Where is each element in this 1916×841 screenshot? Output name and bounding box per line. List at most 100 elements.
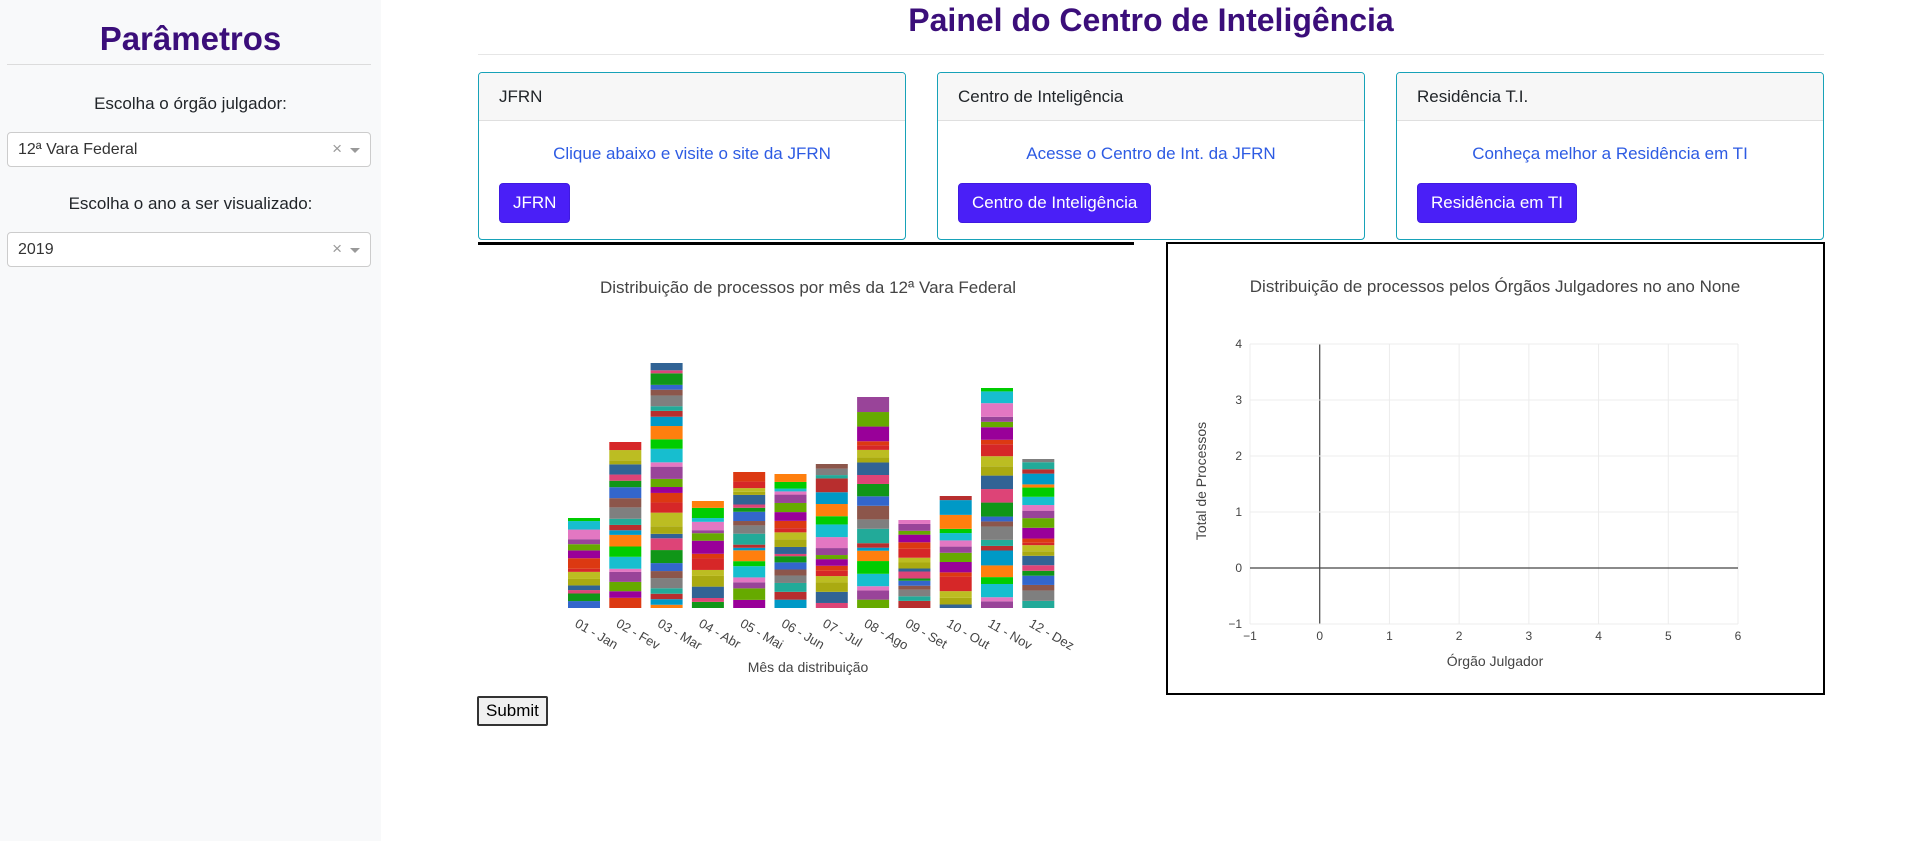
bar-segment[interactable]	[691, 507, 724, 519]
bar-segment[interactable]	[733, 566, 766, 578]
bar-segment[interactable]	[898, 589, 931, 597]
submit-button[interactable]: Submit	[477, 696, 548, 726]
bar-segment[interactable]	[568, 601, 600, 608]
bar-segment[interactable]	[650, 593, 683, 600]
bar-segment[interactable]	[609, 597, 642, 608]
bar-segment[interactable]	[815, 504, 848, 517]
card-link-text[interactable]: Acesse o Centro de Int. da JFRN	[1026, 144, 1276, 163]
bar-segment[interactable]	[857, 561, 890, 574]
bar-segment[interactable]	[733, 504, 766, 508]
bar-segment[interactable]	[898, 548, 931, 558]
bar-segment[interactable]	[939, 576, 972, 592]
bar-segment[interactable]	[857, 462, 890, 475]
bar-segment[interactable]	[568, 518, 600, 522]
bar-segment[interactable]	[981, 516, 1013, 522]
bar-segment[interactable]	[609, 571, 642, 582]
bar-segment[interactable]	[733, 561, 766, 567]
bar-segment[interactable]	[650, 384, 683, 390]
bar-segment[interactable]	[898, 568, 931, 572]
bar-segment[interactable]	[650, 571, 683, 579]
bar-segment[interactable]	[774, 582, 807, 592]
bar-segment[interactable]	[568, 544, 600, 551]
bar-segment[interactable]	[1022, 584, 1055, 591]
bar-segment[interactable]	[939, 514, 972, 529]
card-link-text[interactable]: Conheça melhor a Residência em TI	[1472, 144, 1748, 163]
bar-segment[interactable]	[691, 598, 724, 602]
bar-segment[interactable]	[650, 588, 683, 594]
bar-segment[interactable]	[568, 539, 600, 545]
bar-segment[interactable]	[857, 483, 890, 497]
bar-segment[interactable]	[568, 568, 600, 572]
bar-segment[interactable]	[691, 533, 724, 541]
bar-segment[interactable]	[898, 534, 931, 543]
ano-select[interactable]: 2019 ×	[7, 232, 371, 267]
bar-segment[interactable]	[650, 550, 683, 564]
bar-segment[interactable]	[609, 591, 642, 598]
bar-segment[interactable]	[774, 520, 807, 529]
bar-segment[interactable]	[857, 505, 890, 520]
bar-segment[interactable]	[981, 550, 1013, 566]
bar-segment[interactable]	[857, 573, 890, 587]
bar-segment[interactable]	[650, 578, 683, 589]
bar-segment[interactable]	[609, 568, 642, 572]
bar-segment[interactable]	[568, 550, 600, 559]
bar-segment[interactable]	[939, 561, 972, 573]
bar-segment[interactable]	[774, 553, 807, 557]
bar-segment[interactable]	[774, 512, 807, 521]
bar-segment[interactable]	[733, 544, 766, 548]
bar-segment[interactable]	[857, 528, 890, 544]
bar-segment[interactable]	[609, 534, 642, 547]
bar-segment[interactable]	[1022, 505, 1055, 511]
bar-segment[interactable]	[815, 468, 848, 476]
bar-segment[interactable]	[857, 519, 890, 529]
bar-segment[interactable]	[815, 565, 848, 571]
bar-segment[interactable]	[568, 578, 600, 586]
bar-segment[interactable]	[691, 586, 724, 599]
bar-segment[interactable]	[981, 601, 1013, 608]
bar-segment[interactable]	[815, 559, 848, 566]
bar-segment[interactable]	[733, 550, 766, 562]
bar-segment[interactable]	[857, 550, 890, 562]
bar-segment[interactable]	[609, 556, 642, 569]
bar-segment[interactable]	[857, 441, 890, 446]
bar-segment[interactable]	[1022, 518, 1055, 528]
bar-segment[interactable]	[939, 540, 972, 547]
bar-segment[interactable]	[568, 590, 600, 594]
bar-segment[interactable]	[691, 575, 724, 587]
bar-segment[interactable]	[774, 591, 807, 600]
bar-segment[interactable]	[857, 586, 890, 591]
bar-segment[interactable]	[898, 530, 931, 535]
bar-segment[interactable]	[568, 558, 600, 569]
bar-segment[interactable]	[609, 474, 642, 481]
bar-segment[interactable]	[981, 391, 1013, 404]
bar-segment[interactable]	[774, 502, 807, 513]
bar-segment[interactable]	[981, 597, 1013, 602]
bar-segment[interactable]	[815, 524, 848, 538]
card-link-text[interactable]: Clique abaixo e visite o site da JFRN	[553, 144, 831, 163]
bar-segment[interactable]	[691, 569, 724, 576]
bar-segment[interactable]	[939, 528, 972, 534]
bar-segment[interactable]	[733, 491, 766, 495]
bar-segment[interactable]	[815, 591, 848, 603]
bar-segment[interactable]	[1022, 484, 1055, 488]
bar-segment[interactable]	[981, 489, 1013, 503]
bar-segment[interactable]	[568, 529, 600, 540]
bar-segment[interactable]	[650, 512, 683, 527]
bar-segment[interactable]	[815, 548, 848, 556]
bar-segment[interactable]	[981, 545, 1013, 551]
bar-segment[interactable]	[774, 539, 807, 547]
bar-segment[interactable]	[1022, 459, 1055, 463]
bar-segment[interactable]	[815, 537, 848, 549]
bar-segment[interactable]	[981, 466, 1013, 476]
bar-segment[interactable]	[733, 588, 766, 600]
bar-segment[interactable]	[1022, 527, 1055, 539]
bar-segment[interactable]	[939, 572, 972, 577]
bar-segment[interactable]	[857, 449, 890, 458]
bar-segment[interactable]	[733, 599, 766, 608]
bar-segment[interactable]	[650, 533, 683, 539]
bar-segment[interactable]	[691, 558, 724, 570]
bar-segment[interactable]	[898, 578, 931, 581]
bar-segment[interactable]	[650, 416, 683, 427]
bar-segment[interactable]	[981, 416, 1013, 422]
bar-segment[interactable]	[609, 581, 642, 592]
